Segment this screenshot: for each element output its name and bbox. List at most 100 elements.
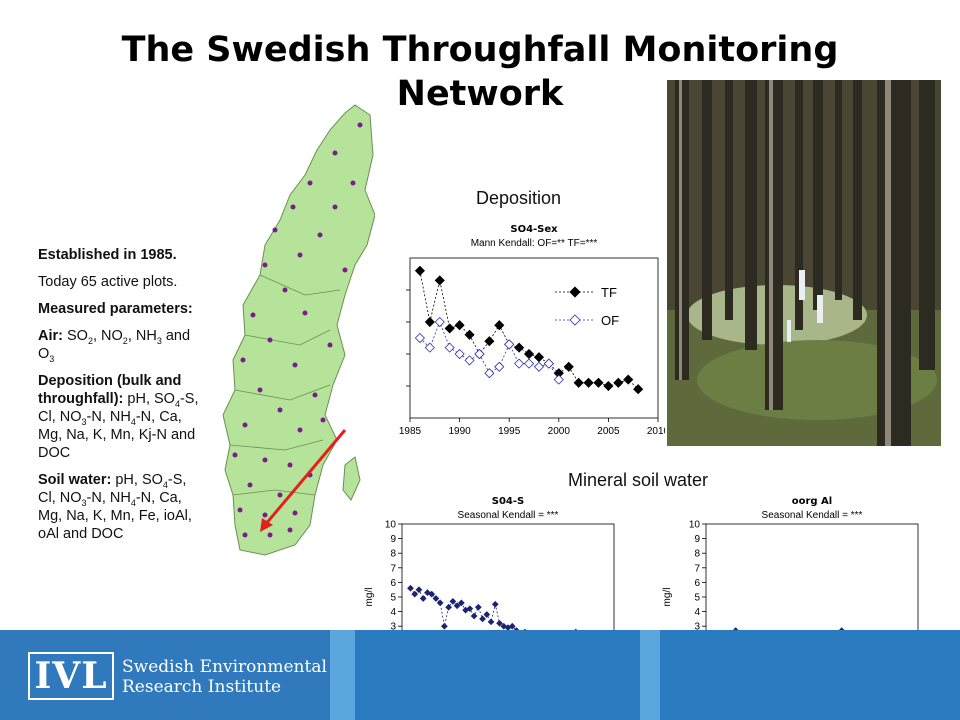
data-point	[523, 348, 535, 360]
info-panel: Established in 1985. Today 65 active plo…	[38, 246, 208, 552]
data-point	[613, 377, 624, 388]
y-tick-label: 10	[689, 520, 701, 531]
data-point	[487, 618, 495, 626]
data-point	[533, 361, 545, 372]
data-point	[623, 374, 634, 385]
established-text: Established in 1985.	[38, 247, 177, 263]
location-arrow	[263, 429, 347, 526]
data-point	[445, 603, 453, 611]
data-point	[415, 586, 423, 594]
data-point	[424, 342, 435, 353]
data-point	[583, 377, 594, 388]
x-tick-label: 2010	[647, 426, 665, 437]
forest-photo	[667, 80, 941, 446]
soil-parameters: Soil water: pH, SO4-S, Cl, NO3-N, NH4-N,…	[38, 472, 192, 542]
chart-subtitle: Mann Kendall: OF=** TF=***	[471, 238, 598, 249]
data-point	[411, 590, 419, 598]
y-tick-label: 9	[694, 534, 700, 545]
footer-accent-2	[640, 630, 660, 720]
data-point	[414, 332, 425, 344]
data-point	[441, 622, 448, 630]
legend-marker	[569, 314, 581, 326]
y-tick-label: 6	[390, 578, 396, 589]
y-tick-label: 7	[390, 563, 396, 574]
data-point	[494, 361, 505, 372]
data-point	[633, 384, 644, 395]
x-tick-label: 2000	[548, 426, 571, 437]
data-point	[414, 265, 425, 276]
chart-subtitle: Seasonal Kendall = ***	[762, 510, 863, 521]
measured-heading: Measured parameters:	[38, 301, 193, 317]
plot-frame	[409, 257, 659, 419]
ivl-logo: IVL	[28, 652, 114, 700]
location-arrow-head	[260, 518, 273, 532]
data-point	[474, 603, 482, 611]
deposition-chart: SO4-Sex Mann Kendall: OF=** TF=*** 1985 199…	[390, 222, 665, 444]
ivl-name-line1: Swedish Environmental	[122, 657, 327, 677]
footer-accent	[325, 630, 355, 720]
mineral-soil-label: Mineral soil water	[568, 470, 709, 490]
air-parameters: Air: SO2, NO2, NH3 and O3	[38, 328, 191, 364]
y-tick-label: 5	[694, 593, 700, 604]
data-point	[454, 348, 465, 360]
deposition-parameters: Deposition (bulk and throughfall): pH, S…	[38, 373, 199, 461]
data-point	[464, 329, 475, 340]
data-point	[464, 355, 475, 366]
y-axis-label: mg/l	[662, 588, 673, 607]
data-point	[500, 622, 508, 630]
data-point	[444, 342, 455, 353]
data-point	[496, 619, 503, 627]
deposition-label: Deposition	[476, 188, 562, 208]
county-lines	[229, 274, 341, 496]
data-point	[504, 339, 515, 350]
data-point	[573, 377, 584, 388]
y-tick-label: 8	[694, 549, 700, 560]
data-point	[470, 612, 478, 620]
data-point	[494, 320, 505, 331]
y-tick-label: 8	[390, 549, 396, 560]
data-point	[514, 342, 525, 353]
data-point	[553, 374, 564, 385]
data-point	[454, 320, 465, 331]
y-tick-label: 4	[694, 607, 700, 618]
data-point	[449, 598, 457, 605]
gotland-island	[342, 456, 361, 501]
legend-marker	[569, 286, 581, 298]
x-tick-label: 1990	[448, 426, 471, 437]
chart-subtitle: Seasonal Kendall = ***	[458, 510, 559, 521]
data-point	[484, 368, 495, 379]
data-point	[407, 584, 414, 592]
legend-label: TF	[601, 285, 617, 300]
ivl-name-line2: Research Institute	[122, 677, 282, 697]
data-point	[514, 358, 525, 369]
data-point	[457, 599, 465, 607]
x-tick-label: 1985	[399, 426, 422, 437]
data-point	[484, 336, 495, 347]
data-point	[533, 352, 545, 363]
data-point	[491, 600, 499, 608]
y-tick-label: 9	[390, 534, 396, 545]
chart-title: S04-S	[492, 496, 524, 507]
y-axis-label: mg/l	[364, 588, 375, 607]
data-point	[419, 595, 427, 602]
data-point	[466, 605, 474, 613]
sweden-map	[222, 104, 375, 556]
slide-title: The Swedish Throughfall Monitoring Netwo…	[121, 30, 839, 114]
data-point	[593, 377, 604, 388]
data-point	[453, 602, 461, 610]
data-point	[424, 316, 435, 328]
y-tick-label: 5	[390, 593, 396, 604]
y-tick-label: 6	[694, 578, 700, 589]
data-point	[434, 275, 445, 286]
data-point	[432, 595, 440, 602]
data-point	[543, 358, 554, 369]
data-point	[508, 622, 516, 630]
y-tick-label: 3	[694, 622, 700, 633]
data-point	[603, 380, 614, 392]
chart-title: SO4-Sex	[510, 224, 558, 235]
sweden-outline	[222, 104, 375, 556]
y-tick-label: 3	[390, 622, 396, 633]
data-point	[563, 361, 574, 372]
chart-title: oorg Al	[792, 496, 832, 507]
data-point	[428, 590, 436, 598]
